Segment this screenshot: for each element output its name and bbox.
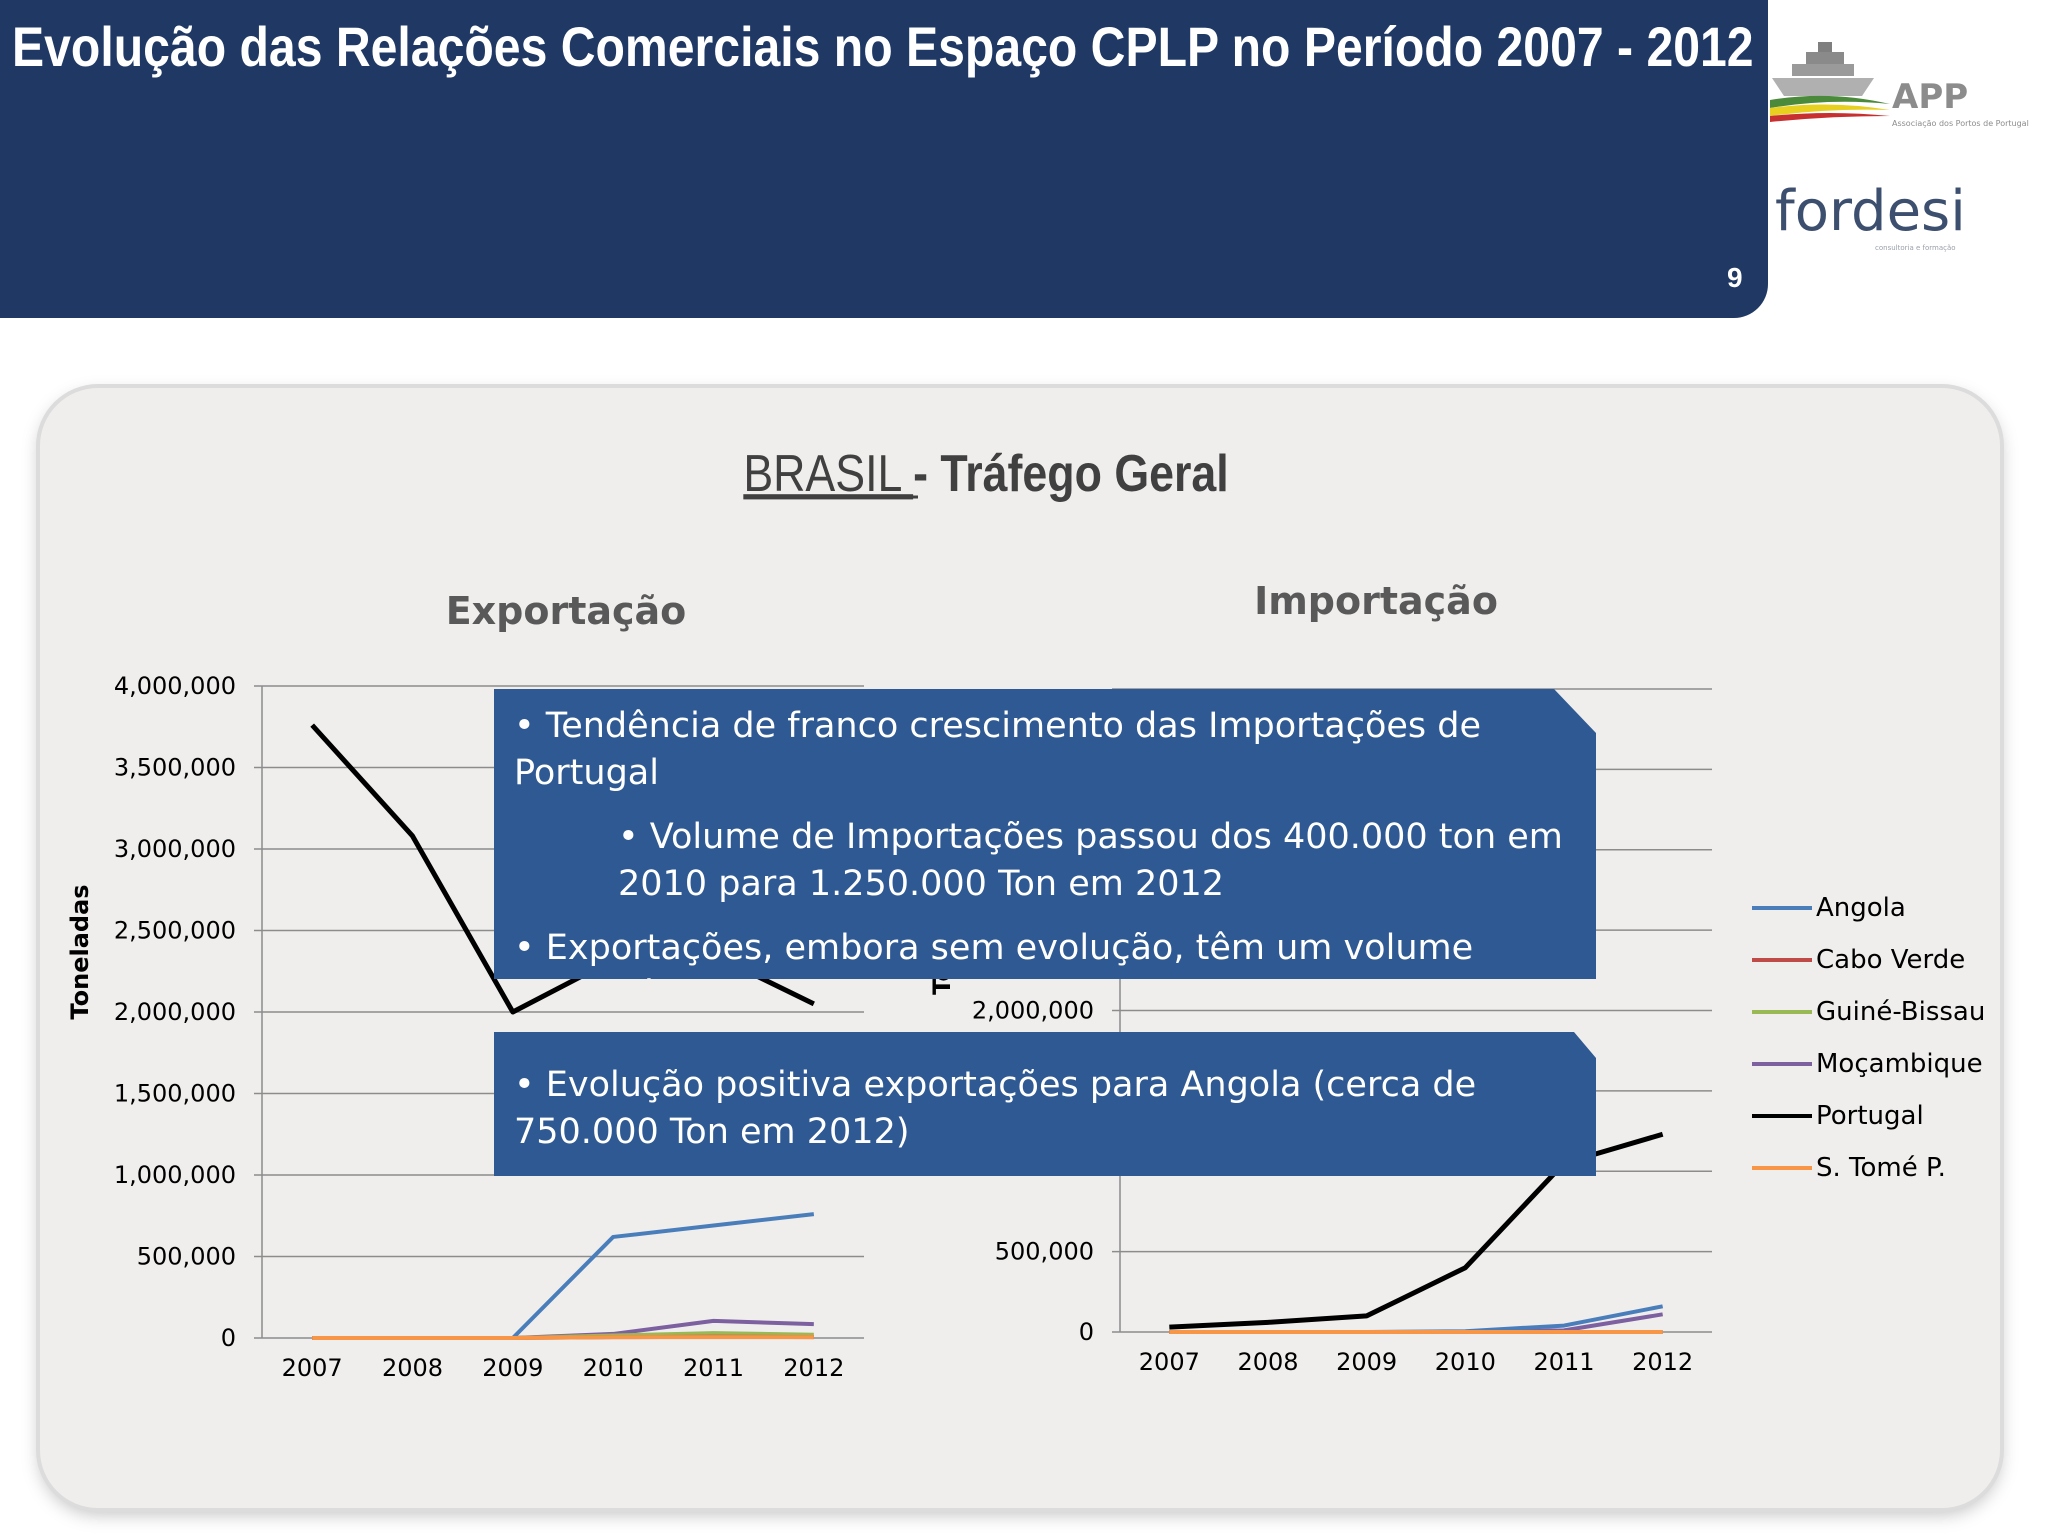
callout-angola-exports: • Evolução positiva exportações para Ang… [494, 1032, 1596, 1176]
export-title: Exportação [446, 589, 687, 633]
legend-swatch [1752, 1010, 1812, 1014]
legend-item-guin-bissau: Guiné-Bissau [1752, 986, 1985, 1038]
import-y-tick-label: 2,000,000 [972, 997, 1094, 1025]
legend-swatch [1752, 1114, 1812, 1118]
fordesi-logo-subtext: consultoria e formação [1875, 244, 1956, 252]
legend-item-mo-ambique: Moçambique [1752, 1038, 1985, 1090]
import-title: Importação [1254, 579, 1498, 623]
fordesi-logo-text: fordesi [1775, 179, 1966, 244]
app-logo-text: APP [1892, 77, 1968, 117]
import-x-tick-label: 2007 [1139, 1348, 1200, 1376]
panel-title: BRASIL - Tráfego Geral [743, 445, 1228, 503]
callout-import-trend: • Tendência de franco crescimento das Im… [494, 689, 1596, 979]
export-series-line [312, 1335, 814, 1340]
legend-label: Moçambique [1816, 1049, 1983, 1079]
export-y-tick-label: 1,500,000 [114, 1080, 236, 1108]
legend-swatch [1752, 1166, 1812, 1170]
export-y-tick-label: 0 [221, 1324, 236, 1352]
export-series-s-tom-p- [312, 1335, 814, 1340]
export-x-tick-label: 2010 [583, 1354, 644, 1382]
legend-item-portugal: Portugal [1752, 1090, 1985, 1142]
export-y-tick-label: 3,000,000 [114, 835, 236, 863]
ship-icon [1770, 42, 1890, 122]
export-y-tick-label: 4,000,000 [114, 672, 236, 700]
panel-title-rest: - Tráfego Geral [913, 445, 1229, 503]
export-y-axis-label: Toneladas [66, 884, 94, 1019]
callout-export-volume-text: • Exportações, embora sem evolução, têm … [514, 928, 1474, 979]
callout-import-volume-text: • Volume de Importações passou dos 400.0… [618, 817, 1563, 904]
import-y-tick-label: 0 [1079, 1318, 1094, 1346]
legend-swatch [1752, 958, 1812, 962]
export-y-tick-label: 2,000,000 [114, 998, 236, 1026]
callout-import-trend-text: • Tendência de franco crescimento das Im… [514, 706, 1481, 793]
export-x-tick-label: 2012 [783, 1354, 844, 1382]
legend-label: Guiné-Bissau [1816, 997, 1986, 1027]
app-logo: APP Associação dos Portos de Portugal [1770, 42, 2029, 128]
import-x-tick-label: 2009 [1336, 1348, 1397, 1376]
legend-label: Cabo Verde [1816, 945, 1966, 975]
legend-swatch [1752, 906, 1812, 910]
export-series-line [312, 1212, 815, 1340]
slide-title: Evolução das Relações Comerciais no Espa… [12, 15, 1754, 78]
import-x-tick-label: 2011 [1533, 1348, 1594, 1376]
legend-label: S. Tomé P. [1816, 1153, 1946, 1183]
export-chart: 0 500,000 1,000,000 1,500,000 2,000,000 2,500… [66, 589, 864, 1382]
legend-item-s-tom-p-: S. Tomé P. [1752, 1142, 1985, 1194]
import-x-tick-label: 2008 [1237, 1348, 1298, 1376]
export-x-tick-label: 2011 [683, 1354, 744, 1382]
export-x-tick-label: 2007 [282, 1354, 343, 1382]
legend-item-angola: Angola [1752, 882, 1985, 934]
export-series-angola [312, 1212, 815, 1340]
import-x-tick-label: 2012 [1632, 1348, 1693, 1376]
slide-header: Evolução das Relações Comerciais no Espa… [0, 0, 1768, 318]
panel-title-country: BRASIL [743, 445, 913, 503]
callout-angola-exports-text: • Evolução positiva exportações para Ang… [514, 1065, 1477, 1152]
app-logo-subtext: Associação dos Portos de Portugal [1892, 119, 2029, 128]
chart-legend: Angola Cabo Verde Guiné-Bissau Moçambique Po… [1752, 882, 1985, 1194]
export-y-tick-label: 500,000 [137, 1243, 236, 1271]
legend-label: Angola [1816, 893, 1906, 923]
legend-label: Portugal [1816, 1101, 1924, 1131]
slide-number: 9 [1727, 262, 1743, 293]
import-x-tick-label: 2010 [1435, 1348, 1496, 1376]
export-y-tick-label: 1,000,000 [114, 1161, 236, 1189]
legend-swatch [1752, 1062, 1812, 1066]
fordesi-logo: fordesi consultoria e formação [1775, 179, 1966, 252]
import-y-tick-label: 500,000 [995, 1238, 1094, 1266]
export-x-tick-label: 2008 [382, 1354, 443, 1382]
legend-item-cabo-verde: Cabo Verde [1752, 934, 1985, 986]
export-y-tick-label: 2,500,000 [114, 917, 236, 945]
export-y-tick-label: 3,500,000 [114, 754, 236, 782]
export-x-tick-label: 2009 [482, 1354, 543, 1382]
